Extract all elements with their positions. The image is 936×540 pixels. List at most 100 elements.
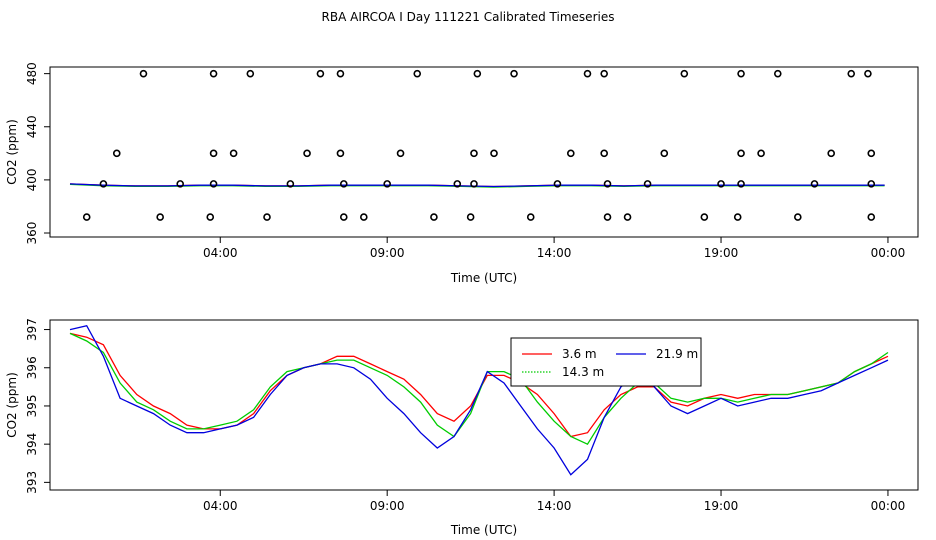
top-scatter-point [566,149,575,158]
bottom-x-axis: 04:00 09:00 14:00 19:00 00:00 [203,490,905,513]
top-scatter-point [139,69,148,78]
top-x-tick-label: 19:00 [704,246,739,260]
legend-box [510,337,702,387]
top-x-tick-label: 09:00 [370,246,405,260]
top-scatter-point [209,69,218,78]
top-scatter-point [286,180,295,188]
top-scatter-point [867,180,876,188]
top-scatter-point [700,213,709,221]
top-scatter-point [413,69,422,78]
top-scatter-point [583,69,592,78]
top-scatter-point [827,149,836,158]
top-scatter-point [396,149,405,158]
top-x-tick-label: 14:00 [537,246,572,260]
top-scatter-point [383,180,391,188]
top-scatter-point [757,149,765,158]
top-scatter-point [339,213,348,221]
bottom-plot-frame [49,319,919,491]
top-scatter-point [209,180,218,188]
bottom-series-line [69,332,889,438]
top-scatter-point [430,213,438,221]
top-series-line [69,183,885,188]
top-y-tick-label: 480 [25,62,39,85]
top-scatter-point [470,180,478,188]
bottom-x-tick-label: 04:00 [203,499,238,513]
top-scatter-point [206,213,215,221]
top-scatter-point [603,213,612,221]
top-scatter-point [737,69,745,78]
top-scatter-point [737,149,745,158]
top-scatter-point [847,69,856,78]
top-x-tick-label: 00:00 [871,246,906,260]
legend-label-3-6m: 3.6 m [562,347,597,361]
top-scatter-point [303,149,311,158]
bottom-x-tick-label: 09:00 [370,499,405,513]
top-scatter-point [600,149,608,158]
top-scatter-point [229,149,238,158]
top-scatter-point [453,180,462,188]
top-scatter-point [623,213,632,221]
bottom-y-axis: 393 394 395 396 397 [25,318,50,494]
top-scatter-point [773,69,782,78]
top-scatter-point [810,180,819,188]
top-scatter-point [490,149,498,158]
top-scatter-points [82,69,876,221]
top-y-tick-label: 440 [25,115,39,138]
top-scatter-point [603,180,612,188]
top-y-tick-label: 360 [25,222,39,245]
legend: 3.6 m 21.9 m 14.3 m [510,337,702,387]
top-scatter-point [470,149,478,158]
top-scatter-point [526,213,535,221]
bottom-x-tick-label: 19:00 [704,499,739,513]
top-scatter-point [112,149,121,158]
bottom-x-axis-label: Time (UTC) [450,523,517,537]
top-scatter-point [466,213,475,221]
bottom-y-tick-label: 393 [25,471,39,494]
top-scatter-point [336,149,345,158]
top-y-axis-label: CO2 (ppm) [5,119,19,185]
chart-title: RBA AIRCOA I Day 111221 Calibrated Times… [322,10,615,24]
bottom-x-tick-label: 14:00 [537,499,572,513]
top-scatter-point [336,69,345,78]
top-y-axis: 360 400 440 480 [25,62,50,244]
top-scatter-point [680,69,689,78]
top-scatter-point [794,213,802,221]
bottom-y-tick-label: 395 [25,395,39,418]
top-scatter-point [643,180,652,188]
top-scatter-point [864,69,872,78]
top-scatter-point [553,180,562,188]
top-scatter-point [209,149,218,158]
top-plot-frame [49,66,919,238]
top-scatter-point [156,213,164,221]
top-scatter-point [339,180,348,188]
bottom-y-tick-label: 394 [25,433,39,456]
top-scatter-point [600,69,608,78]
top-series-lines [69,183,885,188]
top-x-axis: 04:00 09:00 14:00 19:00 00:00 [203,237,905,260]
bottom-series-lines [69,324,889,476]
legend-label-21-9m: 21.9 m [656,347,698,361]
top-scatter-point [867,149,876,158]
top-scatter-point [246,69,255,78]
top-x-tick-label: 04:00 [203,246,238,260]
top-scatter-point [660,149,669,158]
top-scatter-point [867,213,876,221]
top-scatter-point [82,213,91,221]
top-scatter-point [510,69,518,78]
top-scatter-point [737,180,745,188]
top-x-axis-label: Time (UTC) [450,271,517,285]
bottom-series-line [69,332,889,446]
bottom-series-line [69,324,889,476]
top-scatter-point [473,69,482,78]
bottom-y-tick-label: 397 [25,318,39,341]
top-scatter-point [263,213,271,221]
top-scatter-point [176,180,184,188]
bottom-y-tick-label: 396 [25,356,39,379]
top-scatter-point [316,69,325,78]
top-scatter-point [717,180,725,188]
legend-label-14-3m: 14.3 m [562,365,604,379]
bottom-x-tick-label: 00:00 [871,499,906,513]
top-scatter-point [733,213,742,221]
top-scatter-point [360,213,368,221]
